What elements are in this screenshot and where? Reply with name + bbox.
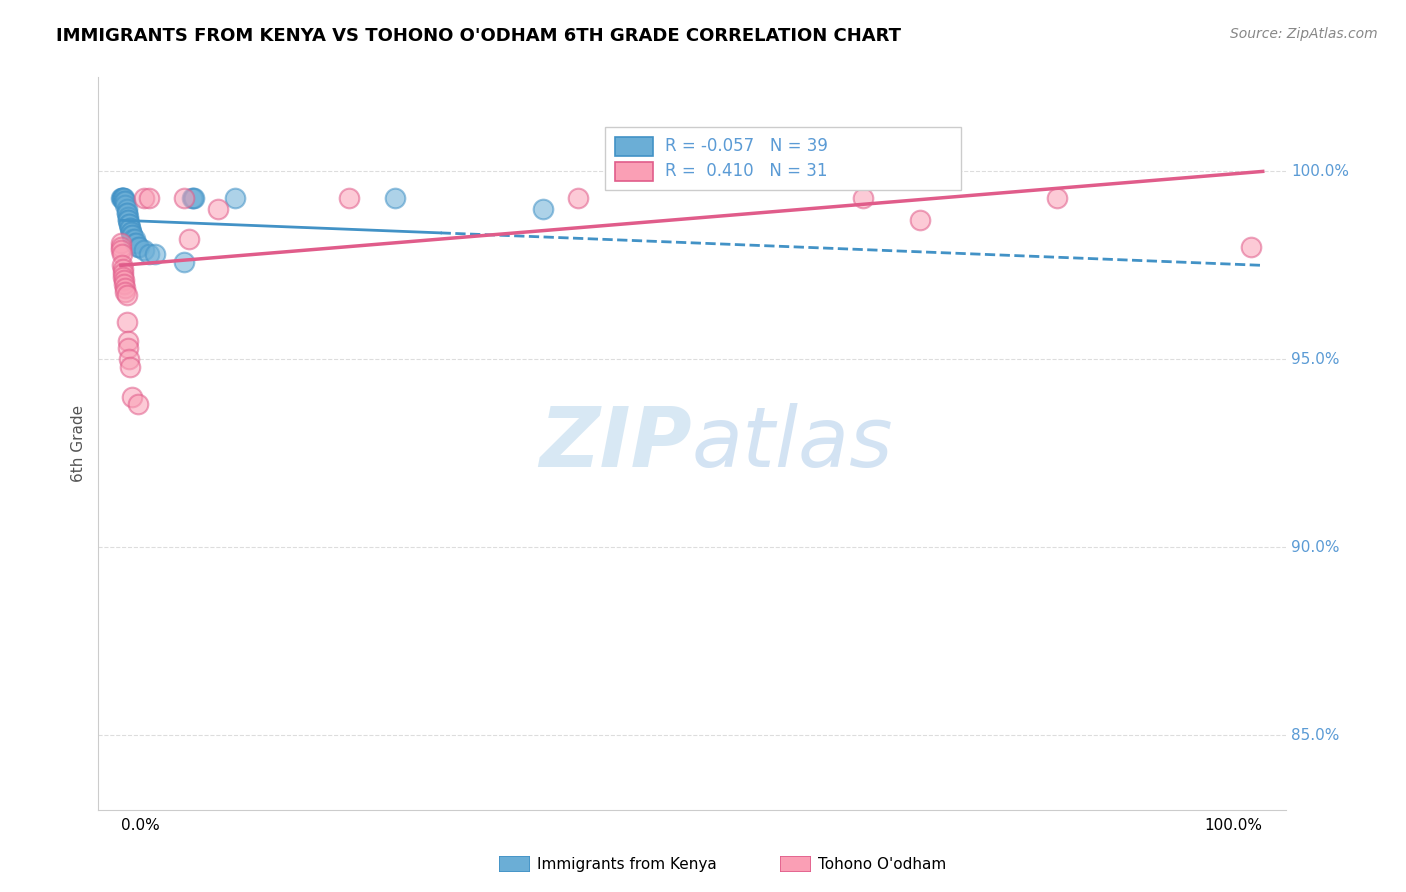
Point <box>112 194 135 209</box>
Point <box>120 225 142 239</box>
Text: Source: ZipAtlas.com: Source: ZipAtlas.com <box>1230 27 1378 41</box>
Point <box>180 191 202 205</box>
Point <box>115 288 138 302</box>
Text: R =  0.410   N = 31: R = 0.410 N = 31 <box>665 162 827 180</box>
Point <box>1046 191 1069 205</box>
Point <box>567 191 589 205</box>
Point <box>127 239 149 253</box>
Text: atlas: atlas <box>692 403 893 484</box>
Point <box>173 191 195 205</box>
Point <box>115 206 138 220</box>
Point <box>112 262 135 277</box>
Point <box>114 194 136 209</box>
Text: Tohono O'odham: Tohono O'odham <box>818 857 946 871</box>
Point <box>183 191 205 205</box>
Point <box>117 341 139 355</box>
Point <box>143 247 166 261</box>
Point <box>173 254 195 268</box>
Point <box>112 269 135 284</box>
Point <box>111 247 134 261</box>
Point <box>114 285 136 299</box>
Point <box>117 334 139 348</box>
Point <box>118 217 141 231</box>
Point <box>112 277 135 292</box>
Point <box>117 210 139 224</box>
Point <box>118 359 141 374</box>
Text: 95.0%: 95.0% <box>1291 351 1340 367</box>
Point <box>122 232 145 246</box>
Point <box>531 202 554 216</box>
Point <box>118 352 141 367</box>
Point <box>124 235 146 250</box>
Text: 85.0%: 85.0% <box>1291 728 1340 743</box>
Text: 90.0%: 90.0% <box>1291 540 1340 555</box>
Point <box>132 244 155 258</box>
Point <box>125 235 148 250</box>
Point <box>114 281 136 295</box>
Text: 0.0%: 0.0% <box>121 818 160 833</box>
Point <box>115 206 138 220</box>
Point <box>118 220 141 235</box>
Point <box>110 244 132 258</box>
Point <box>117 213 139 227</box>
Point <box>120 225 142 239</box>
Point <box>121 228 143 243</box>
Point <box>118 217 141 231</box>
Point <box>115 315 138 329</box>
Text: 100.0%: 100.0% <box>1205 818 1263 833</box>
Point <box>138 191 160 205</box>
Point <box>112 191 135 205</box>
Point <box>124 232 146 246</box>
Point <box>337 191 360 205</box>
Text: 100.0%: 100.0% <box>1291 164 1350 179</box>
Point <box>110 235 132 250</box>
Point <box>112 273 135 287</box>
Point <box>181 191 204 205</box>
Point <box>384 191 406 205</box>
Point <box>128 239 150 253</box>
Point <box>224 191 246 205</box>
Y-axis label: 6th Grade: 6th Grade <box>72 405 86 483</box>
Point <box>852 191 875 205</box>
Point <box>117 213 139 227</box>
Point <box>121 390 143 404</box>
Point <box>118 220 141 235</box>
FancyBboxPatch shape <box>614 161 652 181</box>
Point <box>127 397 149 411</box>
Point <box>132 191 155 205</box>
Point <box>138 247 160 261</box>
FancyBboxPatch shape <box>605 128 962 190</box>
Point <box>111 191 134 205</box>
Point <box>112 191 135 205</box>
Text: ZIP: ZIP <box>538 403 692 484</box>
Point <box>115 202 138 216</box>
Point <box>908 213 931 227</box>
Point <box>114 198 136 212</box>
Point <box>111 191 134 205</box>
Text: IMMIGRANTS FROM KENYA VS TOHONO O'ODHAM 6TH GRADE CORRELATION CHART: IMMIGRANTS FROM KENYA VS TOHONO O'ODHAM … <box>56 27 901 45</box>
Point <box>121 228 143 243</box>
Text: Immigrants from Kenya: Immigrants from Kenya <box>537 857 717 871</box>
Point <box>110 191 132 205</box>
Point <box>110 239 132 253</box>
Point <box>1240 239 1263 253</box>
Point <box>112 266 135 280</box>
FancyBboxPatch shape <box>614 136 652 156</box>
Point <box>207 202 229 216</box>
Point <box>111 258 134 272</box>
Point <box>112 191 135 205</box>
Text: R = -0.057   N = 39: R = -0.057 N = 39 <box>665 137 827 155</box>
Point <box>179 232 201 246</box>
